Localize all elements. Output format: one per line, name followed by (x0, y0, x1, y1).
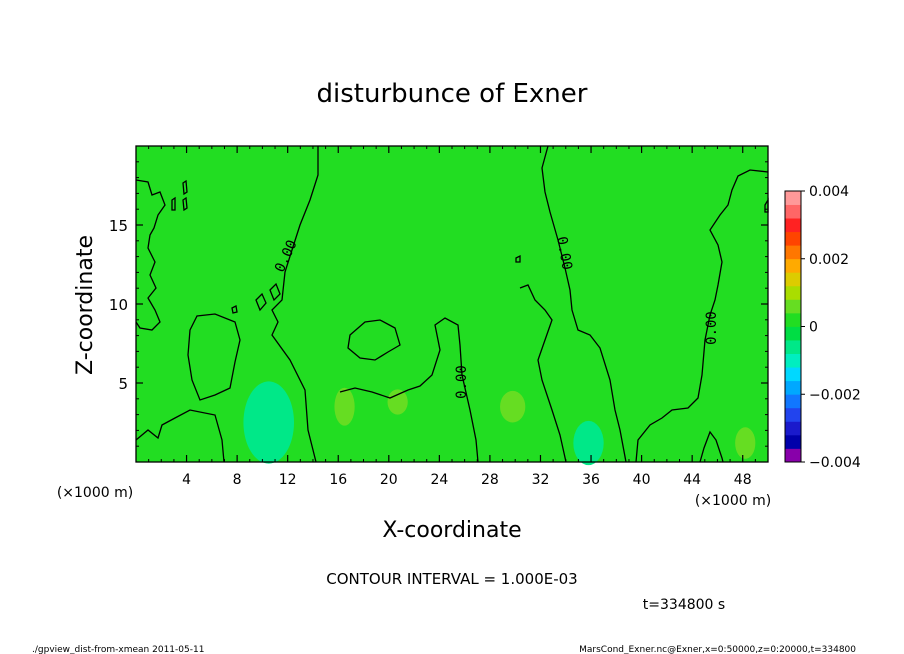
colorbar-swatch (785, 394, 801, 409)
y-tick-label: 10 (109, 296, 128, 314)
contour-line (255, 292, 267, 312)
colorbar-swatch (785, 231, 801, 246)
contour-lines (135, 145, 769, 463)
contour-label: 0.00 (454, 365, 470, 399)
colorbar-tick-label: 0.004 (809, 184, 849, 200)
contour-line (635, 169, 769, 463)
contour-label: 0.00 (704, 311, 720, 345)
x-tick-label: 24 (430, 472, 448, 488)
x-tick-label: 20 (380, 472, 398, 488)
x-axis-label: X-coordinate (382, 518, 521, 543)
contour-line (231, 305, 238, 314)
x-tick-label: 44 (683, 472, 701, 488)
colorbar-swatch (785, 340, 801, 354)
plot-area: 0.00 0.00 0.00 0.00 (135, 145, 769, 466)
contour-line (187, 313, 241, 401)
anomaly-region (387, 389, 408, 415)
colorbar-swatch (785, 434, 801, 449)
x-tick-label: 28 (481, 472, 499, 488)
contour-line (699, 430, 724, 463)
contour-line (339, 317, 479, 463)
contour-line (271, 146, 319, 463)
contour-label: 0.00 (553, 235, 575, 271)
colorbar-swatch (785, 326, 801, 341)
x-axis: 4 8 12 16 20 24 28 32 36 40 44 48 (148, 146, 756, 488)
x-tick-label: 36 (582, 472, 600, 488)
contour-line (269, 282, 281, 302)
anomaly-region (243, 381, 294, 464)
contour-line (171, 196, 176, 211)
x-tick-label: 4 (182, 472, 191, 488)
colorbar-tick-label: 0 (809, 320, 818, 336)
colorbar-swatch (785, 218, 801, 233)
colorbar: 0.004 0.002 0 −0.002 −0.004 (784, 184, 861, 471)
anomaly-region (573, 420, 604, 466)
colorbar-swatch (785, 258, 801, 273)
contour-line (182, 179, 188, 196)
anomaly-regions (243, 381, 756, 466)
anomaly-region (500, 390, 526, 423)
footer-right-text: MarsCond_Exner.nc@Exner,x=0:50000,z=0:20… (579, 645, 856, 654)
x-unit-label-right: (×1000 m) (695, 493, 771, 509)
colorbar-swatch (785, 299, 801, 314)
anomaly-region (735, 427, 756, 459)
x-unit-label-left: (×1000 m) (57, 485, 133, 501)
colorbar-swatch (785, 421, 801, 436)
anomaly-region (334, 387, 355, 426)
x-tick-label: 8 (233, 472, 242, 488)
contour-line (515, 254, 521, 263)
colorbar-swatch (785, 448, 801, 463)
colorbar-tick-label: −0.004 (809, 455, 861, 471)
colorbar-swatch (785, 312, 801, 327)
y-axis-label: Z-coordinate (73, 235, 98, 375)
colorbar-tick-label: −0.002 (809, 387, 861, 403)
x-tick-label: 32 (532, 472, 550, 488)
colorbar-swatch (785, 407, 801, 422)
x-tick-label: 16 (329, 472, 347, 488)
contour-line (541, 145, 627, 463)
contour-line (135, 179, 166, 331)
colorbar-swatch (785, 380, 801, 395)
contour-interval-text: CONTOUR INTERVAL = 1.000E-03 (326, 570, 577, 588)
contour-line (519, 284, 567, 463)
colorbar-swatch (785, 204, 801, 219)
footer-left-text: ./gpview_dist-from-xmean 2011-05-11 (32, 645, 204, 654)
colorbar-swatch (785, 245, 801, 260)
contour-line (182, 196, 188, 212)
chart-title: disturbunce of Exner (317, 79, 588, 109)
time-text: t=334800 s (643, 597, 725, 613)
colorbar-tick-label: 0.002 (809, 252, 849, 268)
colorbar-swatch (785, 191, 801, 205)
colorbar-swatch (785, 353, 801, 368)
colorbar-swatch (785, 367, 801, 382)
plot-background (136, 146, 768, 462)
y-tick-label: 5 (118, 375, 128, 393)
x-tick-label: 40 (633, 472, 651, 488)
colorbar-swatch (785, 272, 801, 287)
contour-line (347, 319, 401, 361)
y-tick-label: 15 (109, 217, 128, 235)
x-tick-label: 48 (734, 472, 752, 488)
contour-line (135, 409, 225, 463)
y-axis: 5 10 15 (109, 161, 768, 447)
colorbar-swatch (785, 285, 801, 300)
x-tick-label: 12 (279, 472, 297, 488)
